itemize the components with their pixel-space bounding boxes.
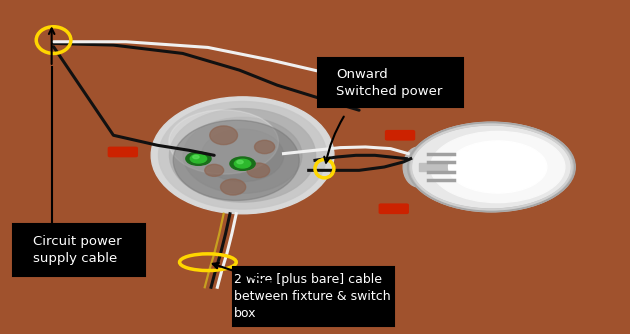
FancyBboxPatch shape bbox=[13, 224, 145, 276]
Ellipse shape bbox=[403, 147, 435, 187]
Ellipse shape bbox=[210, 126, 238, 145]
FancyBboxPatch shape bbox=[108, 147, 137, 157]
Circle shape bbox=[430, 131, 565, 203]
Ellipse shape bbox=[183, 117, 302, 193]
Ellipse shape bbox=[247, 163, 270, 178]
Circle shape bbox=[410, 124, 573, 210]
FancyBboxPatch shape bbox=[233, 267, 394, 326]
Circle shape bbox=[186, 152, 211, 165]
Ellipse shape bbox=[255, 140, 275, 154]
Text: Onward
Switched power: Onward Switched power bbox=[336, 68, 442, 98]
FancyBboxPatch shape bbox=[379, 204, 408, 213]
FancyBboxPatch shape bbox=[318, 58, 463, 107]
Circle shape bbox=[193, 155, 199, 159]
FancyBboxPatch shape bbox=[386, 131, 415, 140]
Ellipse shape bbox=[173, 120, 299, 200]
Circle shape bbox=[190, 154, 207, 163]
Ellipse shape bbox=[159, 102, 326, 209]
Ellipse shape bbox=[169, 110, 278, 174]
Text: 2 wire [plus bare] cable
between fixture & switch
box: 2 wire [plus bare] cable between fixture… bbox=[234, 273, 391, 320]
Circle shape bbox=[230, 157, 255, 170]
Circle shape bbox=[234, 159, 251, 168]
Ellipse shape bbox=[220, 179, 246, 195]
Text: Circuit power
supply cable: Circuit power supply cable bbox=[33, 235, 122, 265]
Ellipse shape bbox=[169, 109, 316, 202]
Ellipse shape bbox=[151, 97, 334, 214]
Circle shape bbox=[237, 160, 243, 164]
Bar bbox=[419, 163, 454, 171]
Circle shape bbox=[449, 141, 547, 193]
Ellipse shape bbox=[205, 164, 224, 176]
Ellipse shape bbox=[202, 129, 284, 182]
